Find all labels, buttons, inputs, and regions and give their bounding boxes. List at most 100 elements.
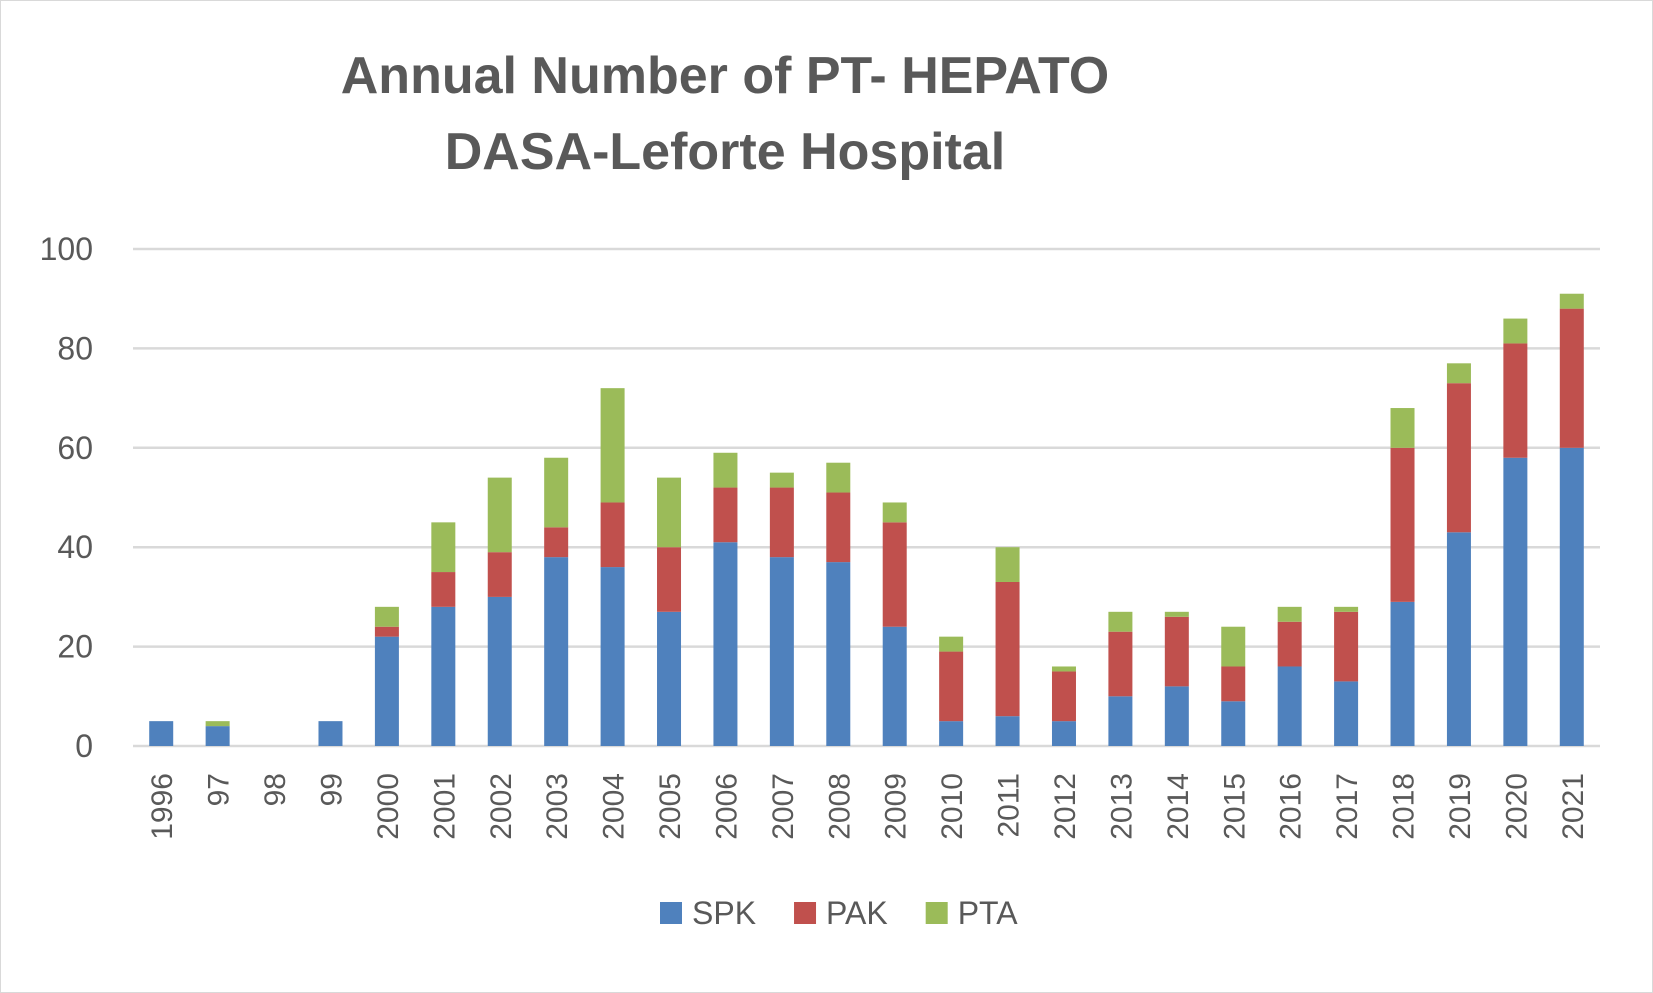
bar-pta-2010	[939, 636, 964, 652]
bar-spk-2000	[374, 636, 399, 746]
bar-pak-2007	[769, 487, 794, 558]
legend-label-spk: SPK	[692, 895, 756, 931]
bar-pta-2002	[487, 477, 512, 553]
bar-spk-2005	[657, 611, 682, 746]
x-tick-label: 2018	[1388, 773, 1421, 840]
bar-spk-2003	[544, 557, 569, 746]
bar-pta-2008	[826, 462, 851, 493]
bar-pak-2021	[1559, 308, 1584, 448]
bar-spk-2011	[995, 716, 1020, 746]
x-tick-label: 2017	[1331, 773, 1364, 840]
bar-spk-2001	[431, 606, 456, 746]
legend-swatch-pak	[794, 902, 817, 924]
y-axis-tick-labels: 0 20 40 60 80 100	[40, 231, 93, 764]
legend-swatch-pta	[925, 902, 948, 924]
chart-title-line-2: DASA-Leforte Hospital	[444, 123, 1006, 181]
bar-pta-2006	[713, 452, 738, 488]
bar-pta-2021	[1559, 293, 1584, 309]
bar-pak-2002	[487, 552, 512, 597]
x-tick-label: 2007	[767, 773, 800, 840]
bar-pta-2005	[657, 477, 682, 548]
x-tick-label: 2019	[1444, 773, 1477, 840]
y-tick-label: 20	[57, 629, 93, 665]
bar-pak-2006	[713, 487, 738, 543]
x-tick-label: 2008	[823, 773, 856, 840]
bar-pta-2017	[1334, 606, 1359, 612]
bar-pta-2011	[995, 547, 1020, 582]
bar-pak-2018	[1390, 447, 1415, 602]
x-tick-label: 2020	[1500, 773, 1533, 840]
bar-spk-2014	[1164, 686, 1189, 746]
bar-spk-2012	[1051, 721, 1076, 746]
x-tick-label: 1996	[146, 773, 179, 840]
bar-pta-2020	[1503, 318, 1528, 344]
legend: SPK PAK PTA	[660, 895, 1018, 931]
y-tick-label: 40	[57, 529, 93, 565]
bar-pta-2018	[1390, 408, 1415, 448]
bar-pak-2012	[1051, 671, 1076, 722]
bar-spk-2009	[882, 626, 907, 746]
bar-pak-2003	[544, 527, 569, 558]
x-tick-label: 2000	[372, 773, 405, 840]
x-tick-label: 2021	[1557, 773, 1590, 840]
x-tick-label: 2006	[710, 773, 743, 840]
bar-pta-2019	[1446, 363, 1471, 384]
x-tick-label: 2012	[1049, 773, 1082, 840]
x-tick-label: 99	[315, 773, 348, 806]
bar-pak-2013	[1108, 631, 1133, 697]
x-tick-label: 97	[203, 773, 236, 806]
bar-pak-2014	[1164, 616, 1189, 687]
bar-spk-2016	[1277, 666, 1302, 746]
x-axis-tick-labels: 1996 97 98 99 2000 2001 2002 2003 2004 2005 2006 20…	[146, 773, 1590, 840]
bar-pak-2000	[374, 626, 399, 637]
x-tick-label: 2004	[598, 773, 631, 840]
bar-pta-2004	[600, 388, 625, 503]
x-tick-label: 2009	[880, 773, 913, 840]
bar-spk-2002	[487, 596, 512, 746]
bar-pak-2009	[882, 522, 907, 627]
x-tick-label: 2002	[485, 773, 518, 840]
bar-spk-2010	[939, 721, 964, 746]
x-tick-label: 2013	[1105, 773, 1138, 840]
bar-pta-97	[205, 721, 230, 727]
x-tick-label: 98	[259, 773, 292, 806]
bar-pta-2003	[544, 457, 569, 528]
x-tick-label: 2015	[1218, 773, 1251, 840]
chart-title: Annual Number of PT- HEPATO DASA-Leforte…	[0, 38, 1450, 190]
x-tick-label: 2005	[654, 773, 687, 840]
bar-pak-2019	[1446, 383, 1471, 533]
bar-pak-2005	[657, 547, 682, 612]
bar-spk-2020	[1503, 457, 1528, 746]
bar-pak-2011	[995, 581, 1020, 717]
bar-pak-2001	[431, 572, 456, 607]
x-tick-label: 2010	[936, 773, 969, 840]
y-tick-label: 0	[75, 728, 93, 764]
bar-spk-2021	[1559, 447, 1584, 746]
bar-pta-2000	[374, 606, 399, 627]
chart-title-line-1: Annual Number of PT- HEPATO	[340, 47, 1110, 105]
bar-spk-99	[318, 721, 343, 746]
bar-pak-2016	[1277, 621, 1302, 667]
bar-pak-2004	[600, 502, 625, 568]
x-tick-label: 2016	[1275, 773, 1308, 840]
legend-label-pta: PTA	[958, 895, 1019, 931]
bar-pak-2020	[1503, 343, 1528, 458]
bar-pta-2012	[1051, 666, 1076, 672]
y-tick-label: 100	[40, 231, 93, 267]
bar-spk-2015	[1221, 701, 1246, 746]
bar-pta-2013	[1108, 611, 1133, 632]
bar-spk-2013	[1108, 696, 1133, 746]
bar-pak-2015	[1221, 666, 1246, 702]
x-tick-label: 2003	[541, 773, 574, 840]
legend-swatch-spk	[660, 902, 682, 924]
bar-spk-2006	[713, 542, 738, 746]
bar-spk-2004	[600, 567, 625, 746]
bars	[149, 293, 1584, 746]
bar-spk-2018	[1390, 601, 1415, 746]
y-tick-label: 60	[57, 430, 93, 466]
bar-pak-2017	[1334, 611, 1359, 682]
bar-spk-1996	[149, 721, 174, 746]
x-tick-label: 2001	[428, 773, 461, 840]
x-tick-label: 2011	[993, 773, 1026, 838]
bar-spk-2017	[1334, 681, 1359, 746]
